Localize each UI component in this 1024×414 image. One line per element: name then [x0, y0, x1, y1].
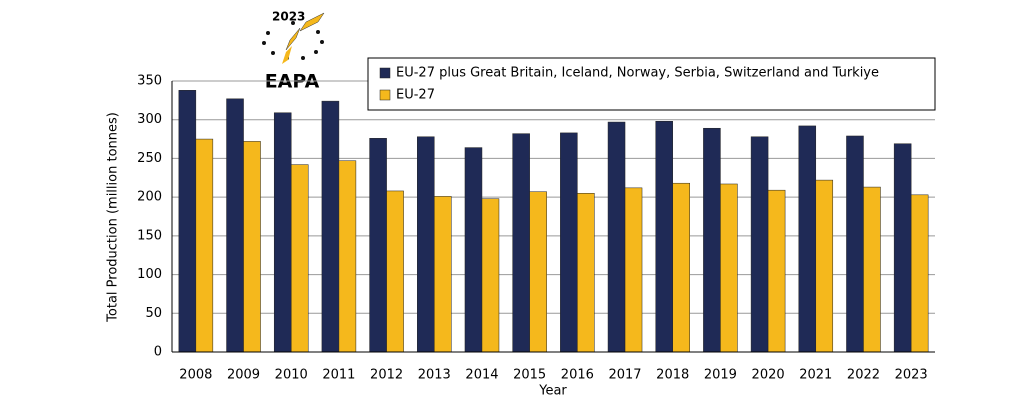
bar — [910, 194, 929, 353]
bar — [846, 135, 864, 353]
bar — [750, 136, 769, 353]
bar — [512, 133, 530, 353]
bar — [369, 138, 387, 353]
bar — [529, 191, 547, 353]
x-tick-label: 2013 — [418, 368, 451, 383]
y-tick-label: 300 — [137, 112, 162, 127]
x-tick-label: 2016 — [561, 368, 594, 383]
bar — [893, 143, 912, 353]
y-tick-label: 350 — [137, 74, 162, 89]
x-tick-label: 2018 — [656, 368, 689, 383]
legend-label: EU-27 — [396, 88, 435, 103]
x-tick-label: 2015 — [513, 368, 546, 383]
y-tick-label: 0 — [154, 345, 162, 360]
bar — [624, 187, 643, 353]
bar — [290, 164, 309, 353]
bar — [481, 198, 500, 353]
x-tick-label: 2010 — [275, 368, 308, 383]
logo: 2023 EAPA — [262, 10, 325, 93]
x-tick-label: 2022 — [847, 368, 880, 383]
bar — [560, 132, 578, 353]
bar — [338, 160, 357, 353]
bar — [815, 179, 834, 353]
bar — [672, 182, 690, 353]
legend-label: EU-27 plus Great Britain, Iceland, Norwa… — [396, 66, 879, 81]
x-tick-label: 2014 — [465, 368, 498, 383]
bar — [273, 112, 292, 353]
bar — [321, 100, 340, 353]
x-tick-label: 2020 — [752, 368, 785, 383]
x-tick-label: 2023 — [895, 368, 928, 383]
logo-year: 2023 — [272, 10, 305, 24]
legend-swatch — [379, 89, 391, 101]
bar — [386, 190, 404, 353]
y-tick-label: 250 — [137, 151, 162, 166]
bar — [434, 196, 452, 353]
y-tick-label: 200 — [137, 190, 162, 205]
bar — [607, 121, 626, 353]
bar — [178, 90, 197, 353]
legend-swatch — [379, 67, 391, 79]
bar — [655, 121, 673, 353]
legend-box — [367, 57, 936, 111]
y-axis-label: Total Production (million tonnes) — [106, 112, 121, 323]
x-tick-label: 2019 — [704, 368, 737, 383]
bar — [417, 136, 435, 353]
x-tick-label: 2012 — [370, 368, 403, 383]
bar — [767, 189, 786, 353]
bar — [863, 186, 881, 353]
bar — [195, 138, 214, 353]
x-tick-label: 2008 — [179, 368, 212, 383]
bar — [703, 127, 721, 353]
y-tick-label: 50 — [145, 306, 162, 321]
x-tick-label: 2021 — [799, 368, 832, 383]
x-tick-label: 2011 — [322, 368, 355, 383]
x-axis-label: Year — [538, 384, 567, 399]
bar — [577, 193, 595, 353]
bar — [720, 183, 738, 353]
bar — [464, 147, 483, 353]
x-tick-label: 2009 — [227, 368, 260, 383]
y-tick-label: 100 — [137, 267, 162, 282]
x-tick-label: 2017 — [608, 368, 641, 383]
bar — [798, 125, 817, 353]
bar — [226, 98, 244, 353]
y-tick-label: 150 — [137, 228, 162, 243]
bar — [243, 141, 261, 353]
